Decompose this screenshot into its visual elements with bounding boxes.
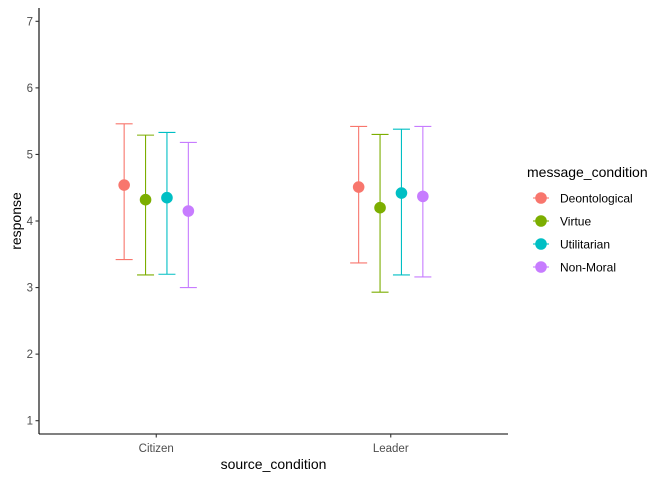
x-axis-title: source_condition	[221, 456, 327, 472]
y-tick-label: 1	[27, 416, 33, 428]
x-tick-label: Leader	[373, 443, 409, 455]
legend-label: Deontological	[560, 192, 633, 206]
data-point	[161, 191, 173, 204]
y-tick-label: 5	[27, 149, 33, 161]
error-bar	[392, 128, 410, 276]
legend-item: Non-Moral	[533, 261, 616, 275]
data-point	[139, 193, 152, 206]
error-bar	[115, 123, 133, 261]
legend-label: Utilitarian	[560, 238, 610, 252]
series-non-moral	[179, 125, 432, 289]
plot-marks	[115, 123, 432, 293]
y-tick-label: 3	[27, 283, 33, 295]
y-tick-label: 4	[27, 216, 34, 228]
legend-key-point	[535, 238, 547, 250]
x-axis: Citizen Leader	[139, 434, 409, 455]
legend-key-point	[535, 192, 547, 204]
legend-item: Utilitarian	[533, 238, 610, 252]
y-tick-label: 6	[27, 83, 33, 95]
legend-key-point	[535, 215, 547, 227]
x-tick-label: Citizen	[139, 443, 174, 455]
series-utilitarian	[158, 128, 410, 276]
y-axis: 1 2 3 4 5 6 7	[27, 16, 39, 428]
legend-key-point	[535, 261, 547, 273]
legend-item: Deontological	[533, 192, 633, 206]
data-point	[182, 205, 195, 217]
series-deontological	[115, 123, 368, 264]
legend: message_condition Deontological Virtue Uti…	[527, 164, 648, 275]
data-point	[118, 179, 130, 191]
data-point	[352, 181, 365, 193]
data-point	[374, 201, 386, 214]
data-point	[395, 187, 408, 199]
y-tick-label: 7	[27, 16, 33, 28]
legend-title: message_condition	[527, 164, 648, 180]
y-tick-label: 2	[27, 349, 33, 361]
series-virtue	[137, 133, 389, 293]
error-bar	[350, 125, 368, 264]
legend-label: Non-Moral	[560, 261, 616, 275]
legend-label: Virtue	[560, 215, 591, 229]
y-axis-title: response	[8, 192, 24, 250]
legend-item: Virtue	[533, 215, 591, 229]
data-point	[417, 190, 429, 203]
